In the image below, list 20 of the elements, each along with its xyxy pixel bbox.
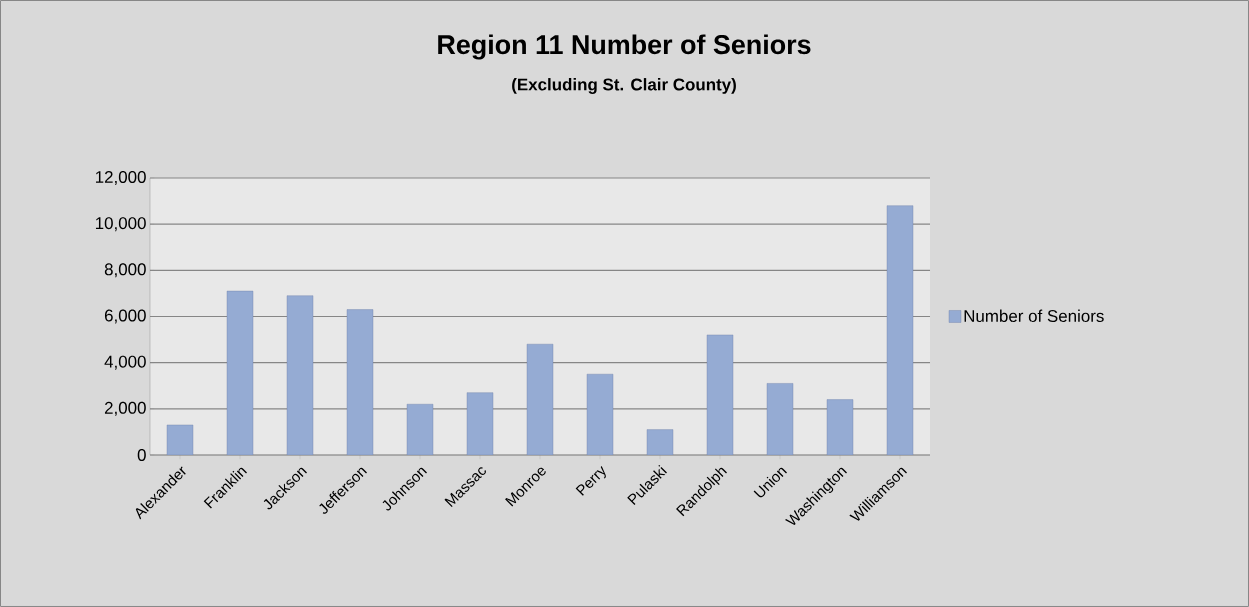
bar bbox=[346, 309, 374, 455]
y-tick-label: 2,000 bbox=[104, 401, 146, 416]
y-tick-label: 4,000 bbox=[104, 355, 146, 370]
legend-label: Number of Seniors bbox=[964, 309, 1104, 323]
y-tick-label: 6,000 bbox=[104, 309, 146, 324]
bar bbox=[466, 392, 494, 455]
bar bbox=[706, 334, 734, 455]
bar bbox=[526, 343, 554, 455]
bar bbox=[886, 205, 914, 455]
chart-title: Region 11 Number of Seniors bbox=[438, 34, 811, 60]
y-tick-label: 0 bbox=[137, 448, 146, 461]
bar bbox=[586, 373, 614, 455]
bar bbox=[766, 383, 794, 455]
chart-subtitle: (Excluding St. Clair County) bbox=[512, 78, 736, 94]
y-tick-label: 10,000 bbox=[95, 217, 146, 232]
bar bbox=[826, 399, 854, 455]
y-tick-label: 8,000 bbox=[104, 263, 146, 278]
bar bbox=[226, 290, 254, 455]
bar bbox=[286, 295, 314, 455]
y-tick-label: 12,000 bbox=[95, 170, 146, 185]
